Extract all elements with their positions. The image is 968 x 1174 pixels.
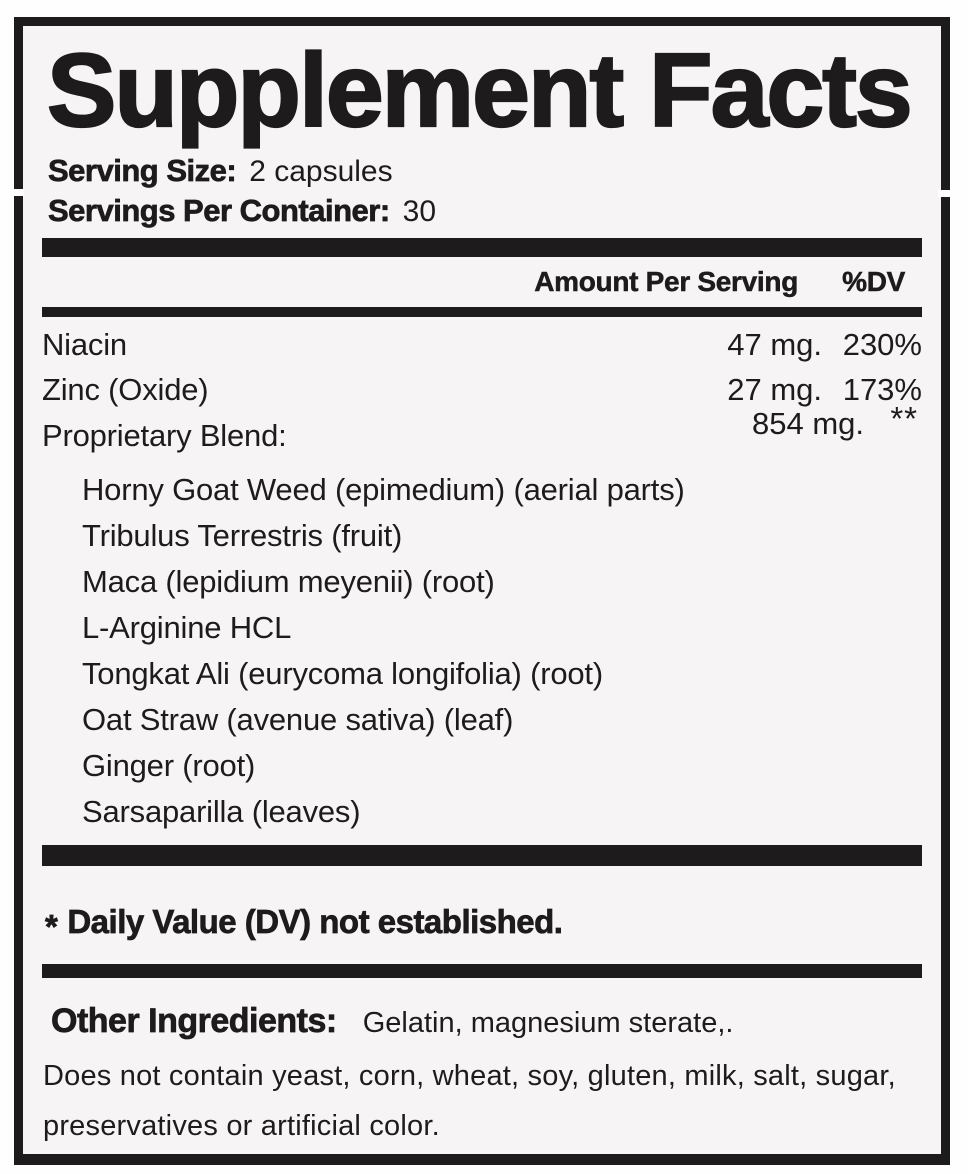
list-item: Tribulus Terrestris (fruit) — [82, 518, 403, 554]
border-notch-left — [13, 189, 24, 196]
servings-per-container-value: 30 — [402, 195, 437, 229]
border-notch-right — [938, 190, 950, 197]
nutrient-name: Zinc (Oxide) — [42, 372, 209, 408]
table-row-proprietary-blend: Proprietary Blend: 854 mg. ** — [42, 400, 922, 458]
other-ingredients-section: Other Ingredients: Gelatin, magnesium ste… — [42, 998, 922, 1151]
blend-ingredient-list: Horny Goat Weed (epimedium) (aerial part… — [42, 467, 922, 835]
nutrient-name: Niacin — [42, 327, 127, 363]
serving-info: Serving Size: 2 capsules Servings Per Con… — [48, 151, 922, 231]
other-ingredients-label: Other Ingredients: — [51, 1002, 338, 1041]
asterisk-icon: * — [45, 908, 59, 946]
table-row-zinc: Zinc (Oxide) 27 mg. 173% — [42, 367, 922, 412]
nutrient-name: Proprietary Blend: — [42, 418, 287, 454]
servings-per-container-row: Servings Per Container: 30 — [48, 191, 922, 231]
list-item: Maca (lepidium meyenii) (root) — [82, 564, 495, 600]
list-item: Sarsaparilla (leaves) — [82, 794, 361, 830]
nutrient-dv: ** — [890, 400, 918, 438]
other-ingredients-row: Other Ingredients: Gelatin, magnesium ste… — [51, 998, 922, 1051]
serving-size-row: Serving Size: 2 capsules — [48, 151, 922, 191]
list-item: L-Arginine HCL — [82, 610, 292, 646]
list-item: Oat Straw (avenue sativa) (leaf) — [82, 702, 514, 738]
allergen-statement-line-2: preservatives or artificial color. — [43, 1110, 440, 1143]
allergen-statement-line-1: Does not contain yeast, corn, wheat, soy… — [43, 1060, 896, 1093]
panel-content: Supplement Facts Serving Size: 2 capsules… — [23, 33, 941, 1151]
serving-size-value: 2 capsules — [249, 155, 393, 189]
nutrient-amount: 854 mg. — [751, 406, 864, 442]
serving-size-label: Serving Size: — [48, 153, 237, 189]
percent-dv-header: %DV — [842, 266, 906, 298]
footnote-text: Daily Value (DV) not established. — [67, 903, 563, 941]
list-item: Ginger (root) — [82, 748, 256, 784]
panel-title: Supplement Facts — [46, 33, 914, 149]
daily-value-footnote: * Daily Value (DV) not established. — [45, 902, 922, 946]
table-row-niacin: Niacin 47 mg. 230% — [42, 322, 922, 367]
list-item: Horny Goat Weed (epimedium) (aerial part… — [82, 472, 685, 508]
supplement-facts-panel: Supplement Facts Serving Size: 2 capsules… — [14, 17, 950, 1165]
divider-above-other-ingredients — [42, 964, 922, 979]
nutrient-dv: 230% — [842, 327, 922, 363]
servings-per-container-label: Servings Per Container: — [48, 193, 391, 229]
nutrient-amount: 27 mg. — [727, 372, 822, 408]
nutrient-amount: 47 mg. — [727, 327, 822, 363]
nutrient-dv: 173% — [842, 372, 922, 408]
list-item: Tongkat Ali (eurycoma longifolia) (root) — [82, 656, 603, 692]
amount-per-serving-header: Amount Per Serving — [534, 266, 799, 298]
nutrient-table: Niacin 47 mg. 230% Zinc (Oxide) 27 mg. 1… — [42, 322, 922, 458]
divider-under-header — [42, 307, 922, 318]
divider-thick-top — [42, 238, 922, 258]
column-header-row: Amount Per Serving %DV — [42, 265, 922, 298]
other-ingredients-value: Gelatin, magnesium sterate,. — [362, 1007, 734, 1040]
divider-thick-middle — [42, 845, 922, 867]
